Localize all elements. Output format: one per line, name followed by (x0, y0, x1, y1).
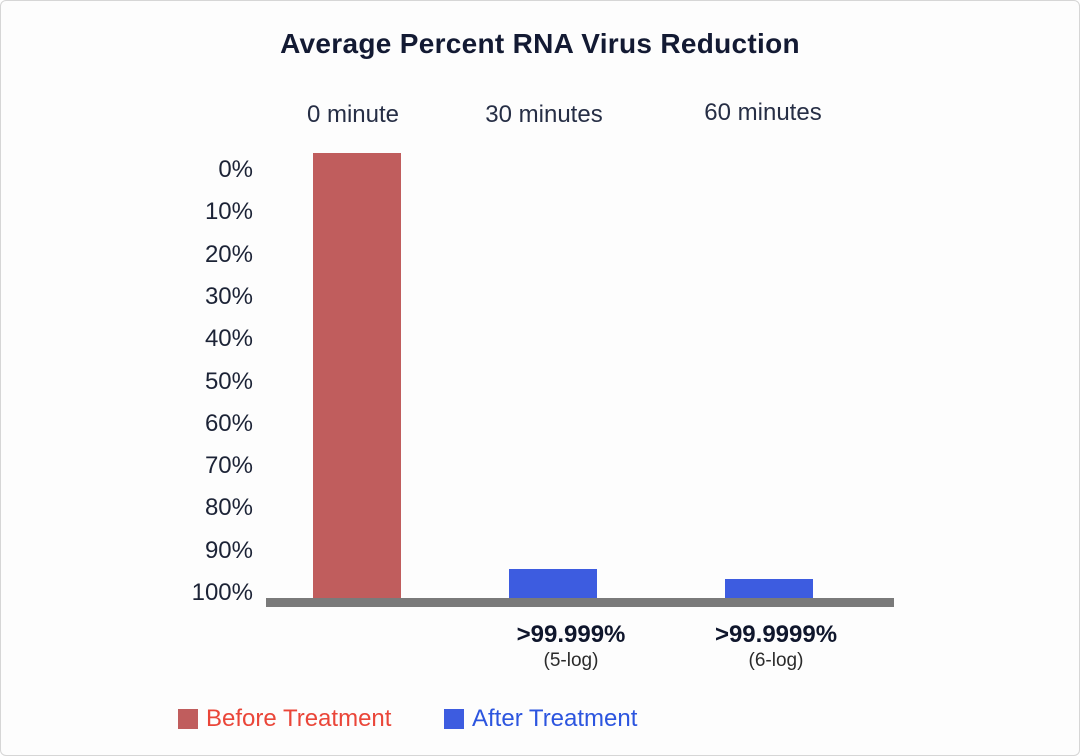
y-axis-tick: 70% (204, 452, 253, 479)
chart-title: Average Percent RNA Virus Reduction (280, 28, 800, 59)
legend-label: After Treatment (472, 705, 638, 732)
y-axis-tick: 40% (204, 325, 253, 352)
category-label-60-minutes: 60 minutes (704, 99, 822, 126)
y-axis-tick: 80% (204, 494, 253, 521)
y-axis-tick: 100% (191, 579, 253, 606)
annotation-30min: >99.999% (5-log) (517, 621, 626, 673)
y-axis-tick: 50% (204, 368, 253, 395)
annotation-value: >99.999% (516, 621, 626, 648)
bar-after-treatment-60min (725, 579, 813, 601)
bar-after-treatment-30min (509, 569, 597, 601)
legend-item-after-treatment: After Treatment (444, 705, 637, 733)
y-axis-tick: 10% (204, 198, 253, 225)
y-axis-tick: 0% (218, 156, 253, 183)
legend-label: Before Treatment (206, 705, 392, 732)
category-label-0-minute: 0 minute (306, 101, 400, 128)
legend-item-before-treatment: Before Treatment (178, 705, 391, 733)
after-treatment-swatch (444, 709, 464, 729)
annotation-value: >99.9999% (714, 621, 838, 648)
y-axis-tick: 20% (204, 241, 253, 268)
x-axis-baseline (266, 598, 894, 607)
annotation-log-label: (5-log) (543, 650, 599, 671)
before-treatment-swatch (178, 709, 198, 729)
annotation-60min: >99.9999% (6-log) (715, 621, 837, 673)
bar-before-treatment-0min (313, 153, 401, 601)
y-axis-tick: 60% (204, 410, 253, 437)
category-label-30-minutes: 30 minutes (485, 101, 603, 128)
y-axis-tick: 30% (204, 283, 253, 310)
y-axis-tick: 90% (204, 537, 253, 564)
y-axis: 0% 10% 20% 30% 40% 50% 60% 70% 80% 90% 1… (121, 1, 253, 755)
annotation-log-label: (6-log) (748, 650, 804, 671)
